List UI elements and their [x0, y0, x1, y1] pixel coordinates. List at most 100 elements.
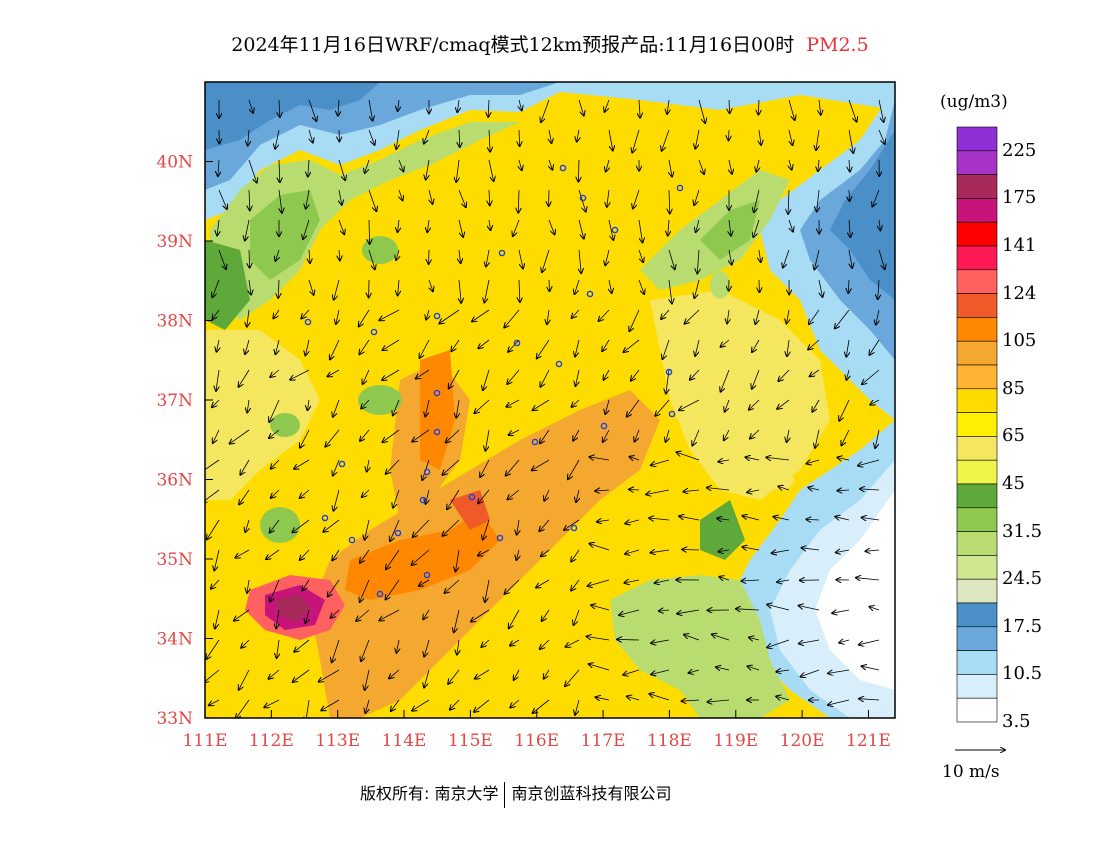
wind-arrow: [489, 189, 490, 205]
wind-arrow: [596, 697, 610, 700]
wind-arrow: [275, 129, 280, 149]
legend-label: 31.5: [1002, 520, 1043, 542]
wind-arrow: [597, 520, 610, 522]
legend-label: 3.5: [1002, 711, 1031, 732]
wind-arrow: [270, 519, 280, 533]
lon-label: 112E: [249, 731, 294, 751]
wind-arrow: [758, 99, 759, 115]
city-marker: [676, 184, 684, 192]
wind-arrow: [849, 219, 850, 237]
wind-arrow: [308, 99, 316, 121]
wind-arrow: [649, 518, 670, 520]
wind-arrow: [837, 490, 850, 491]
wind-arrow: [564, 519, 580, 530]
legend-swatch: [956, 198, 998, 223]
wind-arrow: [537, 339, 550, 358]
wind-arrow: [391, 699, 400, 711]
wind-arrow: [472, 309, 490, 322]
wind-arrow: [215, 609, 220, 628]
legend-label: 65: [1002, 425, 1025, 447]
wind-arrow: [866, 550, 880, 551]
wind-arrow: [489, 219, 491, 230]
wind-arrow: [489, 129, 490, 152]
wind-arrow: [445, 579, 460, 593]
wind-arrow: [420, 339, 430, 358]
wind-arrow: [309, 249, 310, 263]
city-marker: [600, 422, 608, 430]
wind-arrow: [211, 579, 220, 589]
wind-arrow: [533, 699, 550, 713]
wind-arrow: [510, 699, 520, 708]
copyright-divider: [504, 781, 506, 808]
wind-arrow: [828, 699, 850, 705]
wind-arrow: [230, 429, 250, 444]
wind-arrow: [808, 488, 820, 491]
wind-arrow: [602, 339, 610, 351]
wind-arrow: [478, 549, 490, 556]
wind-arrow: [587, 637, 610, 641]
wind-arrow: [808, 339, 820, 350]
wind-arrow: [234, 609, 250, 621]
legend-swatch: [956, 531, 998, 556]
wind-arrow: [695, 129, 700, 149]
wind-arrow: [214, 549, 220, 570]
wind-arrow: [338, 159, 345, 180]
wind-arrow: [305, 609, 309, 623]
wind-arrow: [541, 99, 550, 122]
wind-arrow: [365, 669, 370, 690]
wind-arrow: [748, 666, 760, 670]
city-marker: [304, 318, 312, 326]
legend-swatch: [956, 507, 998, 532]
wind-arrow: [752, 339, 760, 352]
wind-arrow: [697, 249, 699, 273]
wind-arrow: [540, 369, 550, 387]
lat-label: 35N: [156, 550, 193, 570]
wind-arrow: [651, 550, 670, 553]
wind-arrow: [605, 99, 610, 112]
wind-arrow: [334, 489, 340, 511]
wind-arrow: [245, 519, 249, 532]
wind-arrow: [683, 490, 700, 492]
wind-arrow: [245, 219, 250, 241]
wind-arrow: [696, 219, 699, 232]
wind-arrow: [859, 639, 880, 645]
wind-arrow: [302, 579, 310, 591]
wind-arrow: [787, 309, 790, 323]
wind-arrow: [753, 219, 760, 237]
wind-arrow: [759, 129, 761, 145]
wind-arrow: [424, 639, 430, 657]
wind-arrow: [589, 544, 610, 551]
city-marker: [579, 194, 587, 202]
wind-arrow: [505, 579, 520, 594]
wind-arrow: [212, 399, 220, 407]
wind-arrow: [328, 579, 340, 597]
wind-arrow: [413, 519, 430, 537]
wind-arrow: [689, 670, 700, 673]
wind-arrow: [724, 429, 730, 440]
copyright-left: 版权所有: 南京大学: [360, 784, 499, 803]
wind-arrow: [217, 219, 219, 235]
wind-arrow: [788, 99, 795, 120]
wind-arrow: [835, 309, 850, 328]
wind-arrow: [279, 99, 280, 117]
wind-arrow: [292, 519, 310, 532]
wind-arrow: [516, 549, 519, 560]
wind-arrow: [878, 99, 884, 122]
wind-arrow: [294, 459, 310, 469]
wind-arrow: [459, 249, 461, 263]
wind-arrow: [386, 459, 400, 474]
wind-arrow: [398, 219, 400, 232]
wind-arrow: [333, 399, 340, 417]
wind-arrow: [777, 580, 790, 582]
lat-label: 37N: [156, 391, 193, 411]
wind-arrow: [427, 219, 429, 232]
wind-arrow: [519, 129, 520, 146]
wind-arrow: [389, 669, 400, 678]
wind-arrow: [841, 429, 850, 445]
wind-arrow: [858, 459, 880, 466]
wind-arrow: [814, 249, 820, 269]
wind-arrow: [426, 309, 429, 320]
legend-label: 45: [1002, 473, 1025, 494]
city-marker: [668, 410, 676, 418]
wind-arrow: [442, 459, 460, 475]
